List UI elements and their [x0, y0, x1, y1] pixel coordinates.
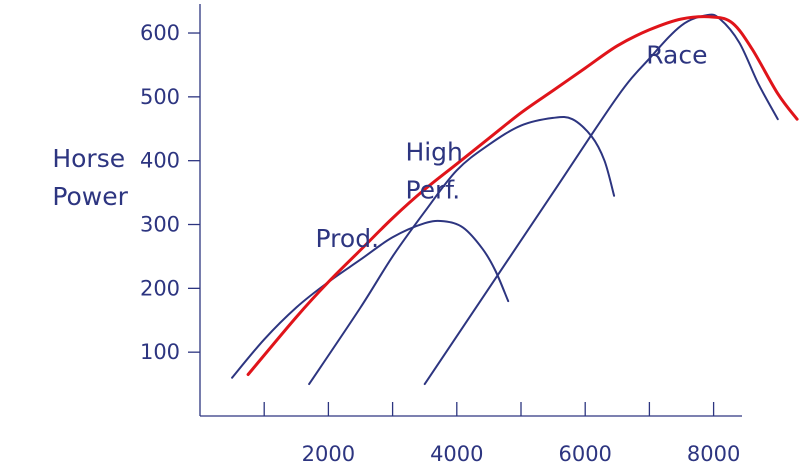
annotation-race: Race — [646, 41, 707, 70]
annotation-high-perf: High Perf. — [405, 138, 462, 205]
y-tick-label: 100 — [140, 340, 180, 364]
series-line-prod — [231, 219, 510, 379]
annotation-prod: Prod. — [316, 224, 379, 253]
annotation-line: Prod. — [316, 224, 379, 253]
y-tick-label: 500 — [140, 85, 180, 109]
annotation-line: Race — [646, 41, 707, 70]
annotation-line: High — [405, 138, 462, 167]
x-tick-label: 8000 — [687, 442, 740, 466]
series-line-race — [423, 13, 779, 386]
annotation-line: Perf. — [405, 176, 460, 205]
y-tick-label: 400 — [140, 149, 180, 173]
annotation-line: Power — [52, 182, 128, 211]
y-tick-label: 200 — [140, 276, 180, 300]
annotation-line: Horse — [52, 144, 125, 173]
y-tick-label: 300 — [140, 213, 180, 237]
y-tick-label: 600 — [140, 21, 180, 45]
y-axis-label: Horse Power — [52, 144, 128, 211]
series-line-envelope — [246, 15, 799, 376]
x-tick-label: 2000 — [302, 442, 355, 466]
x-tick-label: 4000 — [430, 442, 483, 466]
series-line-high-perf — [308, 116, 616, 386]
x-tick-label: 6000 — [558, 442, 611, 466]
